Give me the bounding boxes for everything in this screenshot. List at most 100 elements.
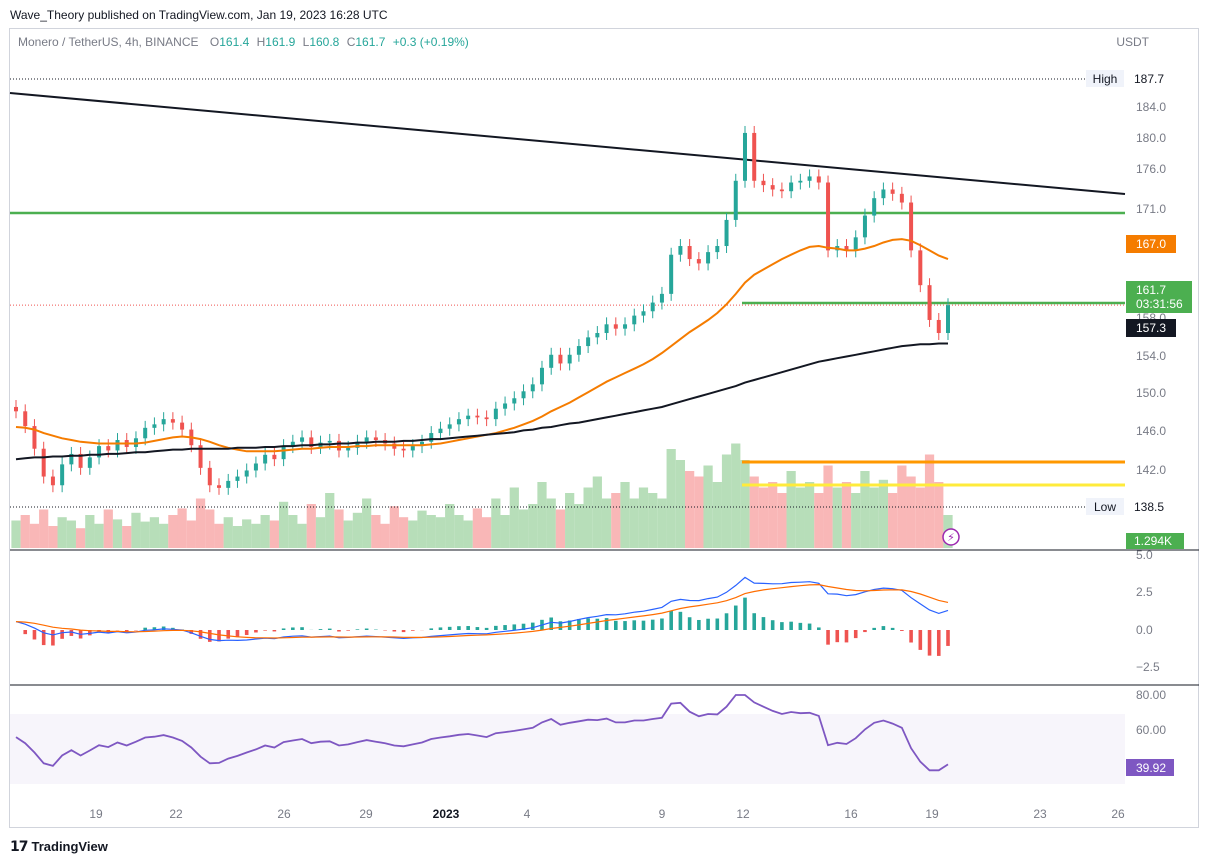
volume-bar xyxy=(694,476,704,548)
macd-histogram-bar xyxy=(291,627,295,630)
macd-histogram-bar xyxy=(660,618,664,630)
volume-bar xyxy=(325,493,335,548)
volume-bar xyxy=(528,504,538,548)
candle-body xyxy=(881,189,886,199)
volume-bar xyxy=(251,523,261,548)
candle-body xyxy=(779,189,784,192)
volume-bar xyxy=(398,517,409,548)
macd-histogram-bar xyxy=(521,623,526,630)
last-price-value: 161.7 xyxy=(1136,283,1166,297)
candle-body xyxy=(595,333,600,338)
candle-body xyxy=(346,447,351,451)
macd-histogram-bar xyxy=(890,627,895,630)
candle-body xyxy=(336,440,341,451)
candle-body xyxy=(447,424,452,429)
macd-histogram-bar xyxy=(235,630,240,638)
volume-bar xyxy=(472,508,482,548)
candle-body xyxy=(14,406,18,412)
volume-layer xyxy=(11,443,953,548)
candle-body xyxy=(742,132,747,181)
macd-histogram-bar xyxy=(401,630,406,633)
candle-body xyxy=(632,315,637,325)
macd-histogram-bar xyxy=(143,627,147,630)
volume-bar xyxy=(804,482,815,548)
ema-fast-tag xyxy=(1126,235,1176,253)
volume-bar xyxy=(463,520,473,548)
macd-histogram-bar xyxy=(88,630,92,636)
macd-layer xyxy=(15,576,950,656)
ema-fast-value: 167.0 xyxy=(1136,237,1166,251)
macd-histogram-bar xyxy=(364,628,369,630)
macd-histogram-bar xyxy=(946,630,950,646)
macd-histogram-bar xyxy=(909,630,913,643)
macd-histogram-bar xyxy=(484,627,489,630)
macd-histogram-bar xyxy=(650,619,655,630)
macd-histogram-bar xyxy=(263,630,267,631)
candle-body xyxy=(650,302,655,312)
volume-bar xyxy=(39,509,49,548)
candle-body xyxy=(872,198,877,216)
macd-histogram-bar xyxy=(770,620,775,630)
candle-body xyxy=(909,202,914,251)
volume-bar xyxy=(841,482,852,548)
volume-bar xyxy=(66,520,76,548)
rsi-tag xyxy=(1126,759,1174,776)
candle-body xyxy=(253,463,258,471)
candle-body xyxy=(558,354,563,364)
macd-histogram-bar xyxy=(318,629,323,630)
volume-bar xyxy=(140,521,150,548)
candle-body xyxy=(161,419,166,425)
ema-fast-line xyxy=(15,238,949,453)
volume-bar xyxy=(509,487,519,548)
descending-trendline xyxy=(9,92,1126,195)
macd-histogram-bar xyxy=(226,630,231,639)
macd-histogram-bar xyxy=(706,618,710,630)
macd-histogram-bar xyxy=(549,617,554,630)
candle-body xyxy=(512,398,517,404)
ema-slow-line xyxy=(15,342,948,461)
price-tick-label: 146.0 xyxy=(1136,424,1166,438)
macd-histogram-bar xyxy=(429,628,434,630)
macd-histogram-bar xyxy=(558,621,563,630)
axes-layer: 184.0180.0176.0171.0158.0154.0150.0146.0… xyxy=(89,100,1166,821)
tradingview-watermark[interactable]: 𝟭𝟳 TradingView xyxy=(10,838,108,855)
candle-body xyxy=(309,437,314,447)
tradingview-logo-icon: 𝟭𝟳 xyxy=(10,838,29,854)
volume-bar xyxy=(777,493,787,548)
candle-body xyxy=(918,250,923,286)
candle-body xyxy=(152,424,157,428)
volume-bar xyxy=(315,517,326,548)
volume-bar xyxy=(712,482,722,548)
volume-bar xyxy=(565,493,575,548)
macd-histogram-bar xyxy=(447,626,452,630)
currency-label[interactable]: USDT xyxy=(1116,35,1149,49)
rsi-value: 39.92 xyxy=(1136,761,1166,775)
macd-histogram-bar xyxy=(152,627,157,630)
lightning-icon[interactable] xyxy=(942,528,960,546)
macd-histogram-bar xyxy=(632,620,637,630)
volume-bar xyxy=(297,523,307,548)
volume-bar xyxy=(242,519,252,548)
symbol-name[interactable]: Monero / TetherUS, 4h, BINANCE xyxy=(18,35,199,49)
volume-bar xyxy=(869,487,879,548)
macd-histogram-bar xyxy=(614,620,618,630)
volume-bar xyxy=(740,460,750,548)
macd-histogram-bar xyxy=(355,629,360,630)
macd-histogram-bar xyxy=(835,630,840,643)
candle-body xyxy=(373,437,378,441)
candle-body xyxy=(244,470,249,477)
volume-bar xyxy=(57,517,67,548)
volume-bar xyxy=(703,465,713,548)
volume-bar xyxy=(11,520,21,548)
volume-bar xyxy=(675,460,686,548)
candle-body xyxy=(862,215,867,238)
volume-bar xyxy=(592,476,602,548)
volume-bar xyxy=(758,487,769,548)
macd-histogram-bar xyxy=(678,611,683,630)
macd-histogram-bar xyxy=(853,630,858,639)
price-tick-label: 184.0 xyxy=(1136,100,1166,114)
volume-bar xyxy=(546,498,556,548)
candle-body xyxy=(733,180,738,220)
watermark-text: TradingView xyxy=(31,839,108,854)
